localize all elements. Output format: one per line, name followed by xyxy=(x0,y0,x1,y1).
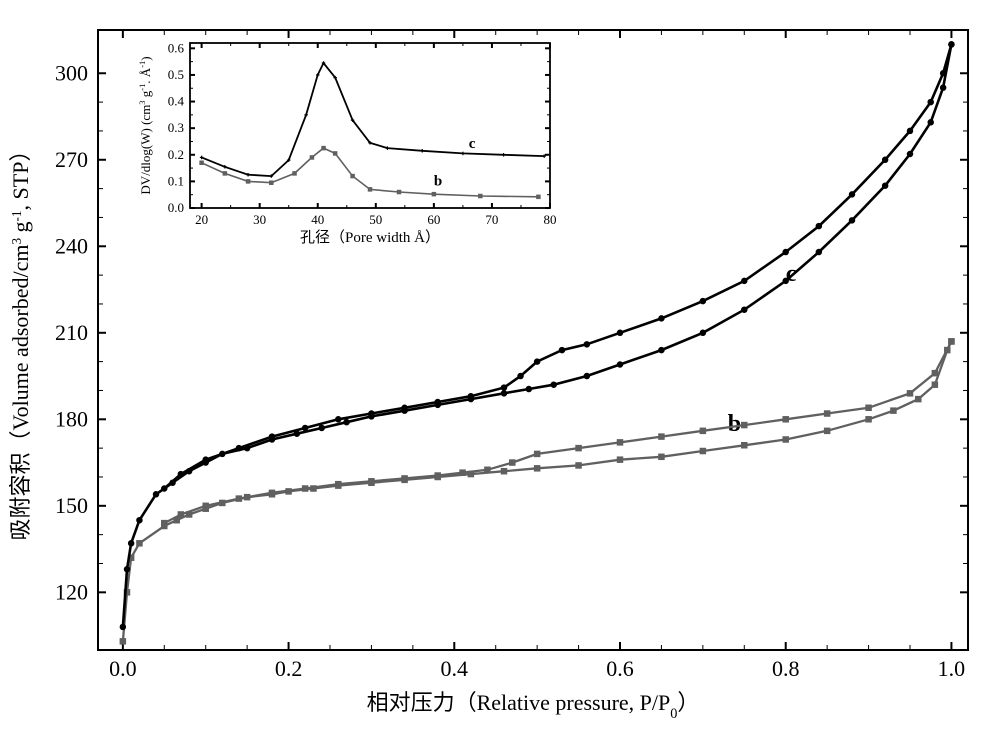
x-tick-label: 0.2 xyxy=(275,656,303,681)
y-tick-label: 0.5 xyxy=(168,67,184,82)
x-axis-title: 相对压力（Relative pressure, P/P0） xyxy=(367,690,700,722)
x-tick-label: 80 xyxy=(544,212,557,227)
y-tick-label: 0.2 xyxy=(168,147,184,162)
y-axis-title: 吸附容积（Volume adsorbed/cm3 g-1, STP） xyxy=(8,140,33,541)
inset-x-axis-title: 孔径（Pore width Å） xyxy=(300,229,440,246)
x-tick-label: 0.6 xyxy=(606,656,634,681)
y-tick-label: 300 xyxy=(55,60,88,85)
y-tick-label: 240 xyxy=(55,233,88,258)
y-tick-label: 150 xyxy=(55,493,88,518)
y-tick-label: 0.3 xyxy=(168,120,184,135)
y-tick-label: 180 xyxy=(55,406,88,431)
series-label: b xyxy=(728,411,741,437)
x-tick-label: 30 xyxy=(253,212,266,227)
x-tick-label: 0.4 xyxy=(441,656,469,681)
x-tick-label: 60 xyxy=(427,212,440,227)
y-tick-label: 0.4 xyxy=(168,94,185,109)
x-tick-label: 40 xyxy=(311,212,324,227)
chart-svg: 0.0 0.2 0.4 0.6 0.8 1.0 120 150 180 210 240 270 300 b… xyxy=(0,0,1000,751)
series-label: c xyxy=(469,136,476,152)
y-tick-label: 210 xyxy=(55,320,88,345)
series-label: b xyxy=(434,173,442,189)
x-tick-label: 70 xyxy=(485,212,498,227)
y-tick-label: 0.6 xyxy=(168,40,185,55)
x-tick-label: 20 xyxy=(195,212,208,227)
series-label: c xyxy=(786,261,797,287)
y-tick-label: 120 xyxy=(55,579,88,604)
x-tick-label: 0.0 xyxy=(109,656,137,681)
x-tick-label: 0.8 xyxy=(772,656,800,681)
y-tick-label: 270 xyxy=(55,147,88,172)
x-tick-label: 1.0 xyxy=(938,656,966,681)
y-tick-label: 0.1 xyxy=(168,173,184,188)
y-tick-label: 0.0 xyxy=(168,200,184,215)
x-tick-label: 50 xyxy=(369,212,382,227)
inset-y-axis-title: DV/dlog(W) (cm3 g-1. Å-1) xyxy=(137,56,153,194)
figure-root: 0.0 0.2 0.4 0.6 0.8 1.0 120 150 180 210 240 270 300 b… xyxy=(0,0,1000,751)
